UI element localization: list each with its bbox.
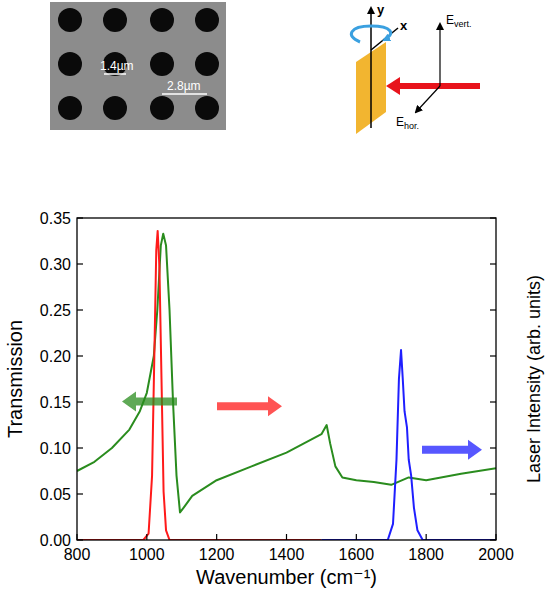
y2-tick: [490, 309, 496, 310]
x-tick-label: 1600: [339, 546, 375, 563]
sem-hole: [195, 8, 219, 32]
field-symbol: E: [396, 115, 404, 129]
y2-tick: [490, 355, 496, 356]
x-tick-label: 2000: [478, 546, 514, 563]
x-tick: [286, 534, 287, 540]
x-tick-label: 1800: [408, 546, 444, 563]
scale-bar: [104, 73, 126, 75]
y-tick: [77, 539, 83, 540]
y-tick-label: 0.15: [40, 394, 71, 411]
e-hor-arrow: [416, 86, 440, 112]
axis-indicator-arrow: [122, 392, 177, 412]
y-tick-label: 0.30: [40, 256, 71, 273]
y-tick: [77, 309, 83, 310]
x-tick: [216, 534, 217, 540]
scale-label: 2.8µm: [167, 79, 201, 93]
plot-frame: [77, 218, 496, 540]
sem-hole: [195, 96, 219, 120]
y-tick-label: 0.00: [40, 532, 71, 549]
field-label: Evert.: [446, 13, 472, 29]
x-tick-label: 1400: [269, 546, 305, 563]
y-tick: [77, 355, 83, 356]
beam-arrow-head: [386, 77, 400, 95]
axis-label: x: [400, 18, 408, 33]
y2-tick: [490, 539, 496, 540]
sem-hole: [150, 8, 174, 32]
x-axis-title: Wavenumber (cm⁻¹): [196, 566, 377, 588]
field-subscript: hor.: [404, 121, 419, 131]
x-tick: [146, 534, 147, 540]
sem-hole: [103, 96, 127, 120]
axis-label: y: [377, 2, 385, 17]
x-tick: [356, 534, 357, 540]
field-symbol: E: [446, 13, 454, 27]
y-tick-label: 0.05: [40, 486, 71, 503]
scale-label: 1.4µm: [100, 59, 134, 73]
y-tick-label: 0.20: [40, 348, 71, 365]
chart: 800 1000 1200 1400 1600 1800 2000 0.00 0.05 0.10 0…: [4, 210, 544, 589]
x-tick-label: 1000: [129, 546, 165, 563]
series-line: [77, 231, 321, 540]
sem-hole: [103, 8, 127, 32]
figure: 1.4µm2.8µmyxEvert.Ehor.80010001200140016…: [0, 0, 559, 591]
y-tick: [77, 401, 83, 402]
y2-axis-title: Laser Intensity (arb. units): [524, 275, 544, 483]
sem-hole: [150, 96, 174, 120]
y-tick: [77, 493, 83, 494]
sem-image: 1.4µm 2.8µm: [50, 2, 226, 130]
y2-tick: [490, 401, 496, 402]
x-tick: [426, 534, 427, 540]
series-line: [77, 234, 496, 513]
y-tick-label: 0.25: [40, 302, 71, 319]
schematic: yxEvert.Ehor.: [351, 2, 480, 134]
series-line: [321, 350, 496, 540]
y-tick: [77, 217, 83, 218]
plot-area: [77, 231, 496, 540]
x-tick-label: 800: [64, 546, 91, 563]
y-tick-label: 0.10: [40, 440, 71, 457]
axis-indicator-arrow: [422, 440, 482, 460]
sem-background: [50, 2, 226, 130]
y-axis-title: Transmission: [4, 320, 26, 438]
rotation-arrow: [351, 26, 390, 42]
y2-tick: [490, 447, 496, 448]
x-tick: [76, 534, 77, 540]
y-tick: [77, 263, 83, 264]
y-tick: [77, 447, 83, 448]
sem-hole: [58, 52, 82, 76]
sem-hole: [195, 52, 219, 76]
scale-bar: [162, 93, 207, 95]
sem-hole: [58, 8, 82, 32]
x-tick-label: 1200: [199, 546, 235, 563]
y-tick-label: 0.35: [40, 210, 71, 227]
field-subscript: vert.: [454, 19, 472, 29]
axis-indicator-arrow: [217, 396, 282, 416]
e-vert-arrow: [439, 24, 440, 86]
sem-hole: [150, 52, 174, 76]
y2-tick: [490, 263, 496, 264]
y2-tick: [490, 217, 496, 218]
y2-tick: [490, 493, 496, 494]
x-tick: [495, 534, 496, 540]
field-label: Ehor.: [396, 115, 419, 131]
beam-arrow: [392, 83, 480, 89]
sem-hole: [58, 96, 82, 120]
